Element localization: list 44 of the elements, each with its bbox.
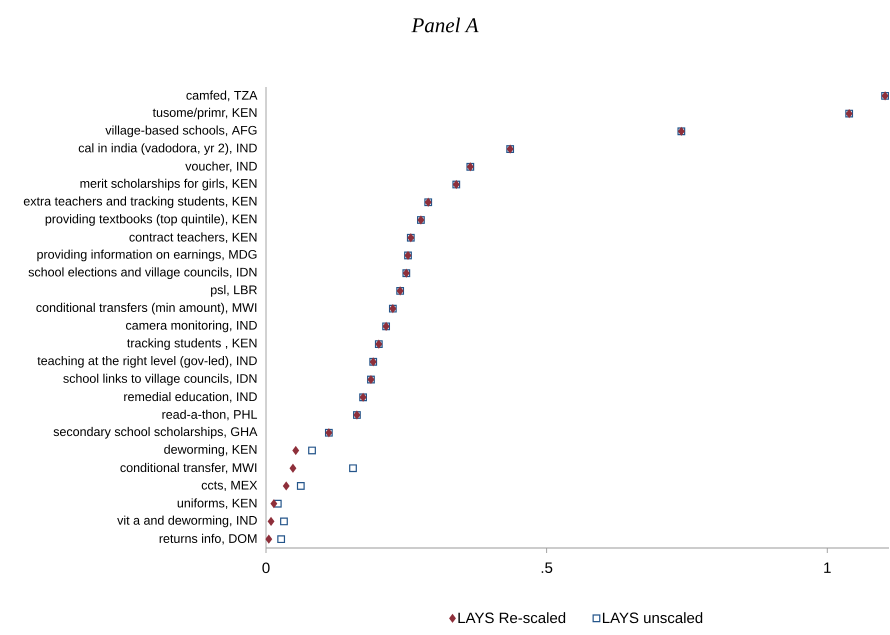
point bbox=[308, 446, 316, 454]
point bbox=[296, 482, 305, 490]
y-tick-label: deworming, KEN bbox=[164, 444, 256, 456]
y-tick-label: school elections and village councils, IDN bbox=[28, 267, 256, 279]
y-tick-label: conditional transfer, MWI bbox=[120, 462, 256, 474]
y-tick-label: providing textbooks (top quintile), KEN bbox=[46, 214, 256, 226]
y-tick-label: returns info, DOM bbox=[160, 534, 256, 544]
y-tick-label: providing information on earnings, MDG bbox=[37, 250, 256, 262]
point bbox=[349, 464, 357, 472]
y-tick-label: read-a-thon, PHL bbox=[162, 410, 258, 420]
y-tick-label: merit scholarships for girls, KEN bbox=[80, 178, 256, 190]
x-tick-label: .5 bbox=[542, 562, 552, 573]
point bbox=[277, 535, 286, 544]
y-tick-label: extra teachers and tracking students, KEN bbox=[24, 196, 256, 208]
point bbox=[266, 534, 272, 544]
y-tick-label: teaching at the right level (gov-led), IND bbox=[37, 356, 257, 368]
x-tick-label: 0 bbox=[262, 562, 270, 574]
legend-label: LAYS unscaled bbox=[602, 612, 702, 624]
chart-title: Panel A bbox=[411, 18, 479, 32]
x-tick-label: 1 bbox=[824, 562, 831, 573]
point bbox=[290, 464, 296, 472]
y-tick-label: tusome/primr, KEN bbox=[152, 108, 256, 120]
y-tick-label: school links to village councils, IDN bbox=[63, 374, 256, 386]
y-tick-label: remedial education, IND bbox=[124, 392, 257, 403]
y-tick-label: conditional transfers (min amount), MWI bbox=[36, 302, 256, 314]
y-tick-label: ccts, MEX bbox=[202, 480, 258, 492]
point bbox=[282, 482, 290, 490]
point bbox=[268, 517, 274, 526]
y-tick-label: camfed, TZA bbox=[186, 90, 258, 102]
y-tick-label: village-based schools, AFG bbox=[105, 125, 256, 138]
y-tick-label: contract teachers, KEN bbox=[129, 232, 256, 244]
point bbox=[292, 446, 300, 455]
legend-label: LAYS Re-scaled bbox=[458, 612, 566, 624]
point bbox=[270, 499, 278, 508]
y-tick-label: uniforms, KEN bbox=[178, 498, 256, 510]
y-tick-label: psl, LBR bbox=[211, 285, 257, 297]
y-tick-label: voucher, IND bbox=[185, 161, 257, 172]
y-tick-label: camera monitoring, IND bbox=[126, 320, 257, 332]
point bbox=[280, 518, 288, 526]
point bbox=[274, 500, 282, 508]
y-tick-label: secondary school scholarships, GHA bbox=[54, 426, 258, 439]
y-tick-label: tracking students , KEN bbox=[127, 338, 256, 350]
y-tick-label: cal in india (vadodora, yr 2), IND bbox=[78, 143, 257, 155]
y-tick-label: vit a and deworming, IND bbox=[117, 516, 257, 528]
